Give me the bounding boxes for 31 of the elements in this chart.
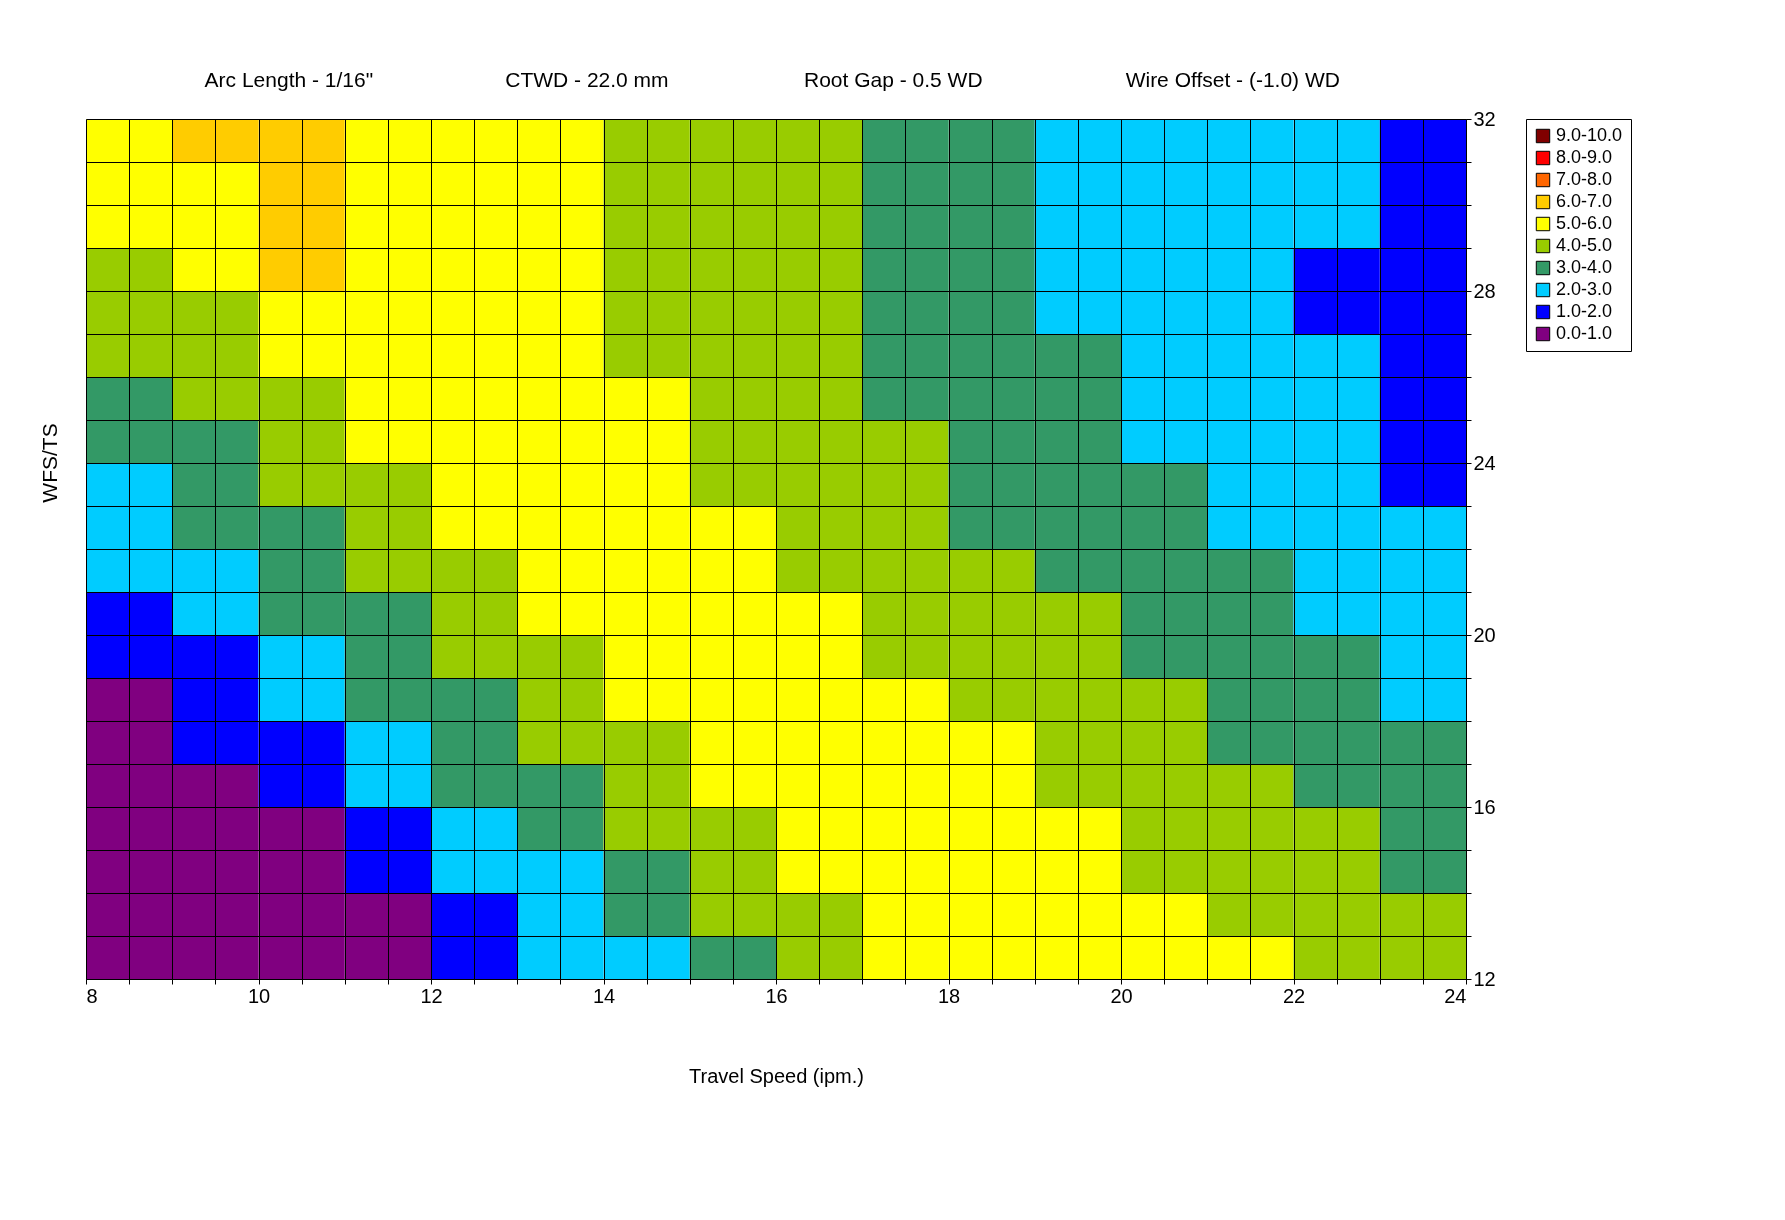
color-bar-label: 9.0-10.0: [1556, 125, 1623, 145]
color-bar-label: 2.0-3.0: [1556, 279, 1613, 299]
y-tick-label: 28: [1473, 279, 1496, 302]
color-bar-label: 8.0-9.0: [1556, 147, 1613, 167]
x-axis-title: Travel Speed (ipm.): [689, 1064, 864, 1087]
y-tick-label: 32: [1473, 107, 1496, 130]
x-tick-label: 24: [1444, 984, 1467, 1007]
color-bar-label: 1.0-2.0: [1556, 301, 1613, 321]
color-bar-label: 0.0-1.0: [1556, 323, 1613, 343]
color-bar-label: 6.0-7.0: [1556, 191, 1613, 211]
text: CTWD - 22.0 mm: [505, 68, 669, 91]
y-tick-label: 20: [1473, 623, 1496, 646]
x-tick-label: 12: [420, 984, 443, 1007]
x-tick-label: 22: [1282, 984, 1306, 1007]
x-tick-label: 16: [765, 984, 788, 1007]
text: Arc Length - 1/16": [204, 68, 374, 91]
x-tick-label: 18: [937, 984, 961, 1007]
x-tick-label: 10: [247, 984, 271, 1007]
text: Wire Offset - (-1.0) WD: [1125, 68, 1340, 91]
text: Root Gap - 0.5 WD: [804, 68, 983, 91]
y-tick-label: 12: [1473, 967, 1496, 990]
color-bar-label: 7.0-8.0: [1556, 169, 1613, 189]
color-bar-label: 4.0-5.0: [1556, 235, 1613, 255]
y-axis-title: WFS/TS: [38, 423, 61, 503]
x-tick-label: 8: [86, 984, 98, 1007]
color-bar-label: 3.0-4.0: [1556, 257, 1613, 277]
y-tick-label: 16: [1473, 795, 1496, 818]
y-tick-label: 24: [1473, 451, 1496, 474]
color-bar-label: 5.0-6.0: [1556, 213, 1613, 233]
x-tick-label: 20: [1110, 984, 1133, 1007]
x-tick-label: 14: [592, 984, 616, 1007]
